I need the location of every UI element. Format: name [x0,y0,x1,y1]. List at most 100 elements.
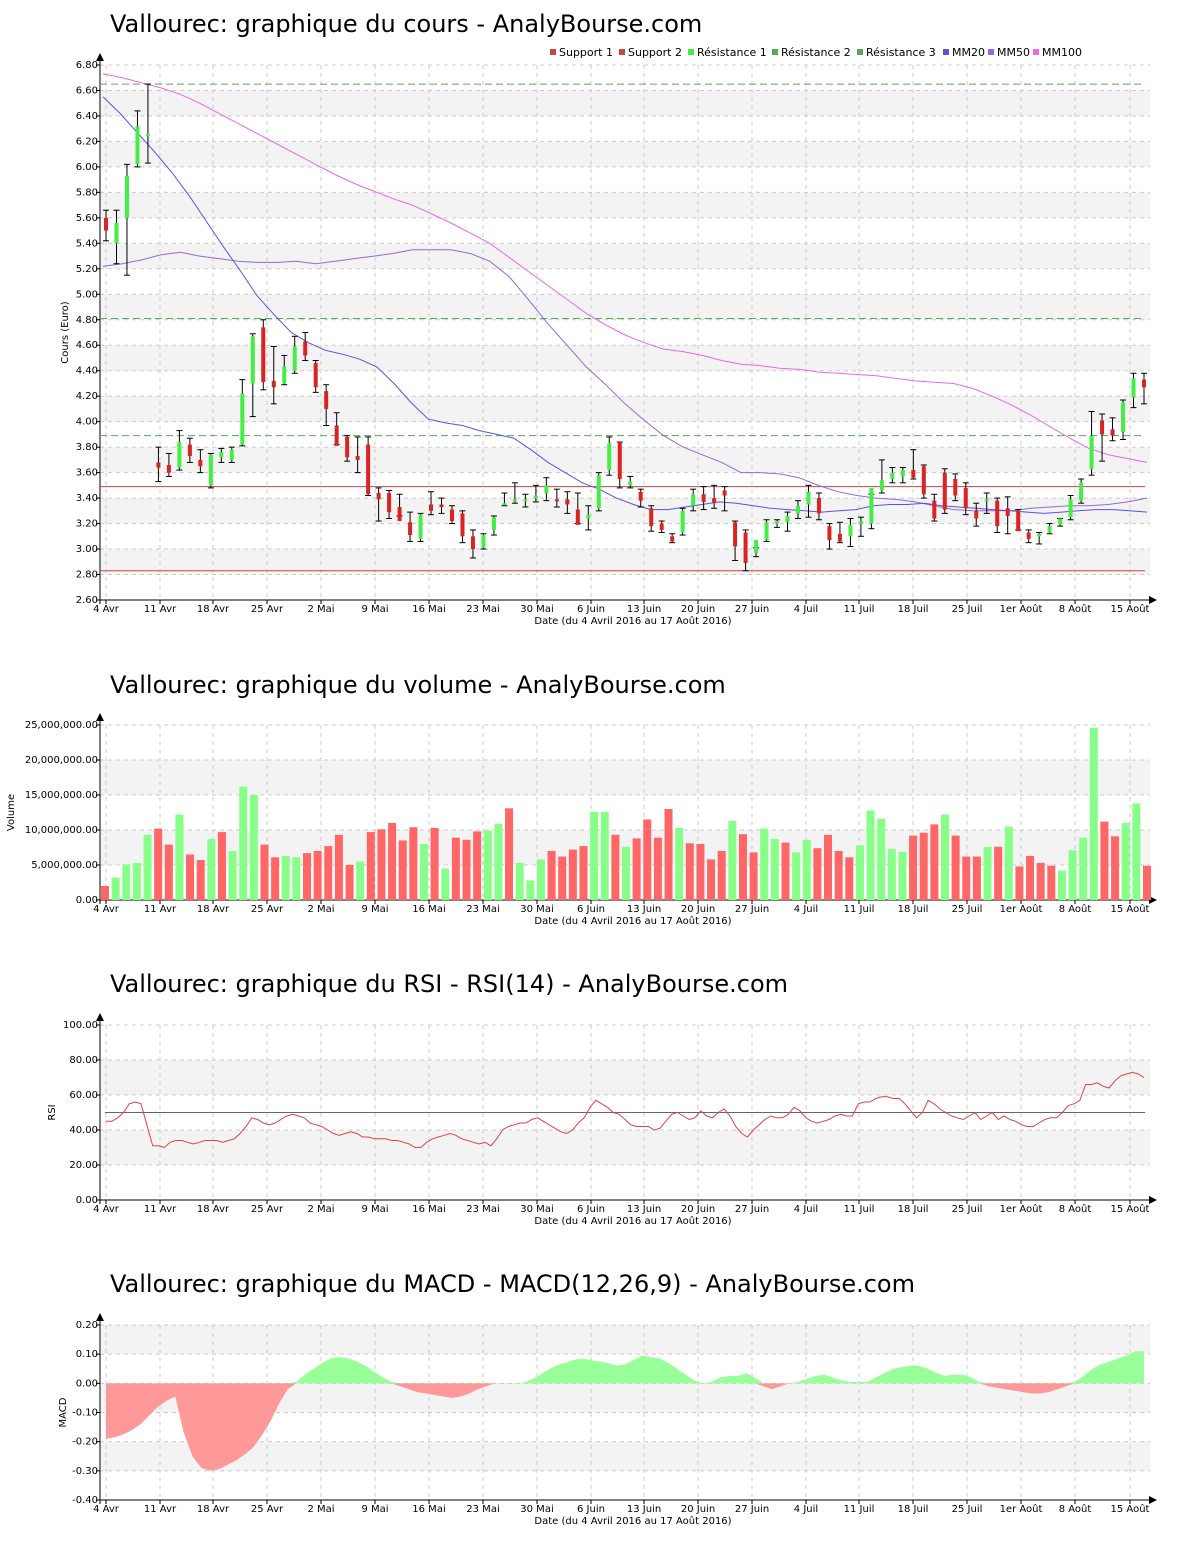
rsi-xtick-label: 6 Juin [577,1204,605,1215]
candlestick [511,482,518,504]
rsi-xtick-label: 4 Juil [794,1204,818,1215]
price-grid-band [101,447,1150,473]
volume-bar [717,851,726,900]
candlestick [449,505,455,525]
candlestick [123,163,130,276]
candle-body [670,536,675,542]
price-grid-band [101,345,1150,371]
volume-bar [483,830,492,900]
macd-x-axis-arrow [1149,1496,1157,1504]
macd-xtick-label: 13 Juin [627,1504,661,1515]
volume-bar [132,862,141,900]
candlestick [669,533,676,544]
volume-bar [600,811,609,900]
volume-bar [994,846,1003,900]
volume-bar [303,853,312,900]
candlestick [690,488,697,512]
macd-ytick-label: -0.40 [72,1495,98,1506]
volume-bar [1121,823,1130,900]
volume-bar [1026,855,1035,900]
candle-body [607,443,612,471]
candlestick [606,436,613,476]
candlestick [983,492,990,514]
rsi-xtick-label: 11 Avr [144,1204,177,1215]
candle-body [1131,378,1136,398]
volume-bar [1015,866,1024,900]
volume-bar [983,846,992,900]
candle-body [450,509,454,522]
price-y-axis-arrow [96,53,104,61]
price-grid-band [101,192,1150,218]
volume-ytick-label: 20,000,000.00 [25,755,98,766]
candle-body [229,449,234,460]
volume-bar [962,856,971,900]
candlestick [1099,413,1106,462]
price-ytick-label: 4.40 [76,366,98,377]
price-ytick-label: 3.00 [76,544,98,555]
macd-xtick-label: 25 Avr [251,1504,284,1515]
candlestick [165,453,172,477]
volume-bar [281,855,290,900]
volume-bar [451,837,460,900]
candle-body [198,459,203,467]
candle-body [397,507,402,522]
candlestick [469,529,476,559]
volume-bar [271,857,280,900]
volume-bar [1132,803,1141,900]
price-xtick-label: 6 Juin [577,604,605,615]
candle-body [1026,532,1031,539]
candlestick [1078,478,1085,504]
candle-body [1068,499,1073,518]
candlestick [868,487,875,530]
price-grid-band [101,396,1150,422]
volume-bar [760,828,769,900]
volume-bar [536,859,545,900]
volume-bar [154,828,163,900]
rsi-grid-band [101,1060,1150,1095]
price-ytick-label: 5.80 [76,187,98,198]
price-grid-band [101,141,1150,167]
rsi-xtick-label: 25 Avr [251,1204,284,1215]
price-xtick-label: 18 Juil [898,604,929,615]
volume-bar [430,827,439,900]
candle-body [460,513,465,537]
mm50-line [102,249,1148,512]
volume-ytick-label: 10,000,000.00 [25,825,98,836]
candlestick [1088,410,1095,476]
volume-bar [1143,865,1151,900]
volume-bar [196,860,205,900]
rsi-line [106,1071,1145,1149]
price-xtick-label: 13 Juin [627,604,661,615]
rsi-ytick-label: 100.00 [63,1020,98,1031]
candlestick [774,519,781,528]
candle-body [166,464,171,473]
price-xtick-label: 23 Mai [466,604,499,615]
candlestick [805,484,812,518]
candlestick [386,489,393,519]
macd-grid-band [101,1441,1150,1471]
candle-body [837,533,842,542]
volume-bar [313,851,322,900]
candlestick [396,493,403,522]
candle-body [680,510,685,533]
macd-negative-area [106,1383,1144,1471]
price-ytick-label: 3.60 [76,468,98,479]
candlestick [186,437,193,463]
candlestick [1120,399,1127,440]
macd-xtick-label: 23 Mai [466,1504,499,1515]
volume-chart-title: Vallourec: graphique du volume - AnalyBo… [110,671,726,699]
volume-bar [324,846,333,900]
volume-bar [1036,862,1045,900]
volume-bar [249,795,258,900]
macd-ytick-label: -0.30 [72,1466,98,1477]
price-ytick-label: 5.40 [76,238,98,249]
volume-grid-band [101,760,1150,795]
candlestick [574,492,581,525]
legend-entry: Résistance 3 [866,46,936,59]
price-ytick-label: 6.00 [76,162,98,173]
volume-xtick-label: 23 Mai [466,904,499,915]
volume-bar [653,837,662,900]
candlestick [1057,517,1064,527]
legend-swatch [943,49,949,55]
candle-body [156,462,161,468]
